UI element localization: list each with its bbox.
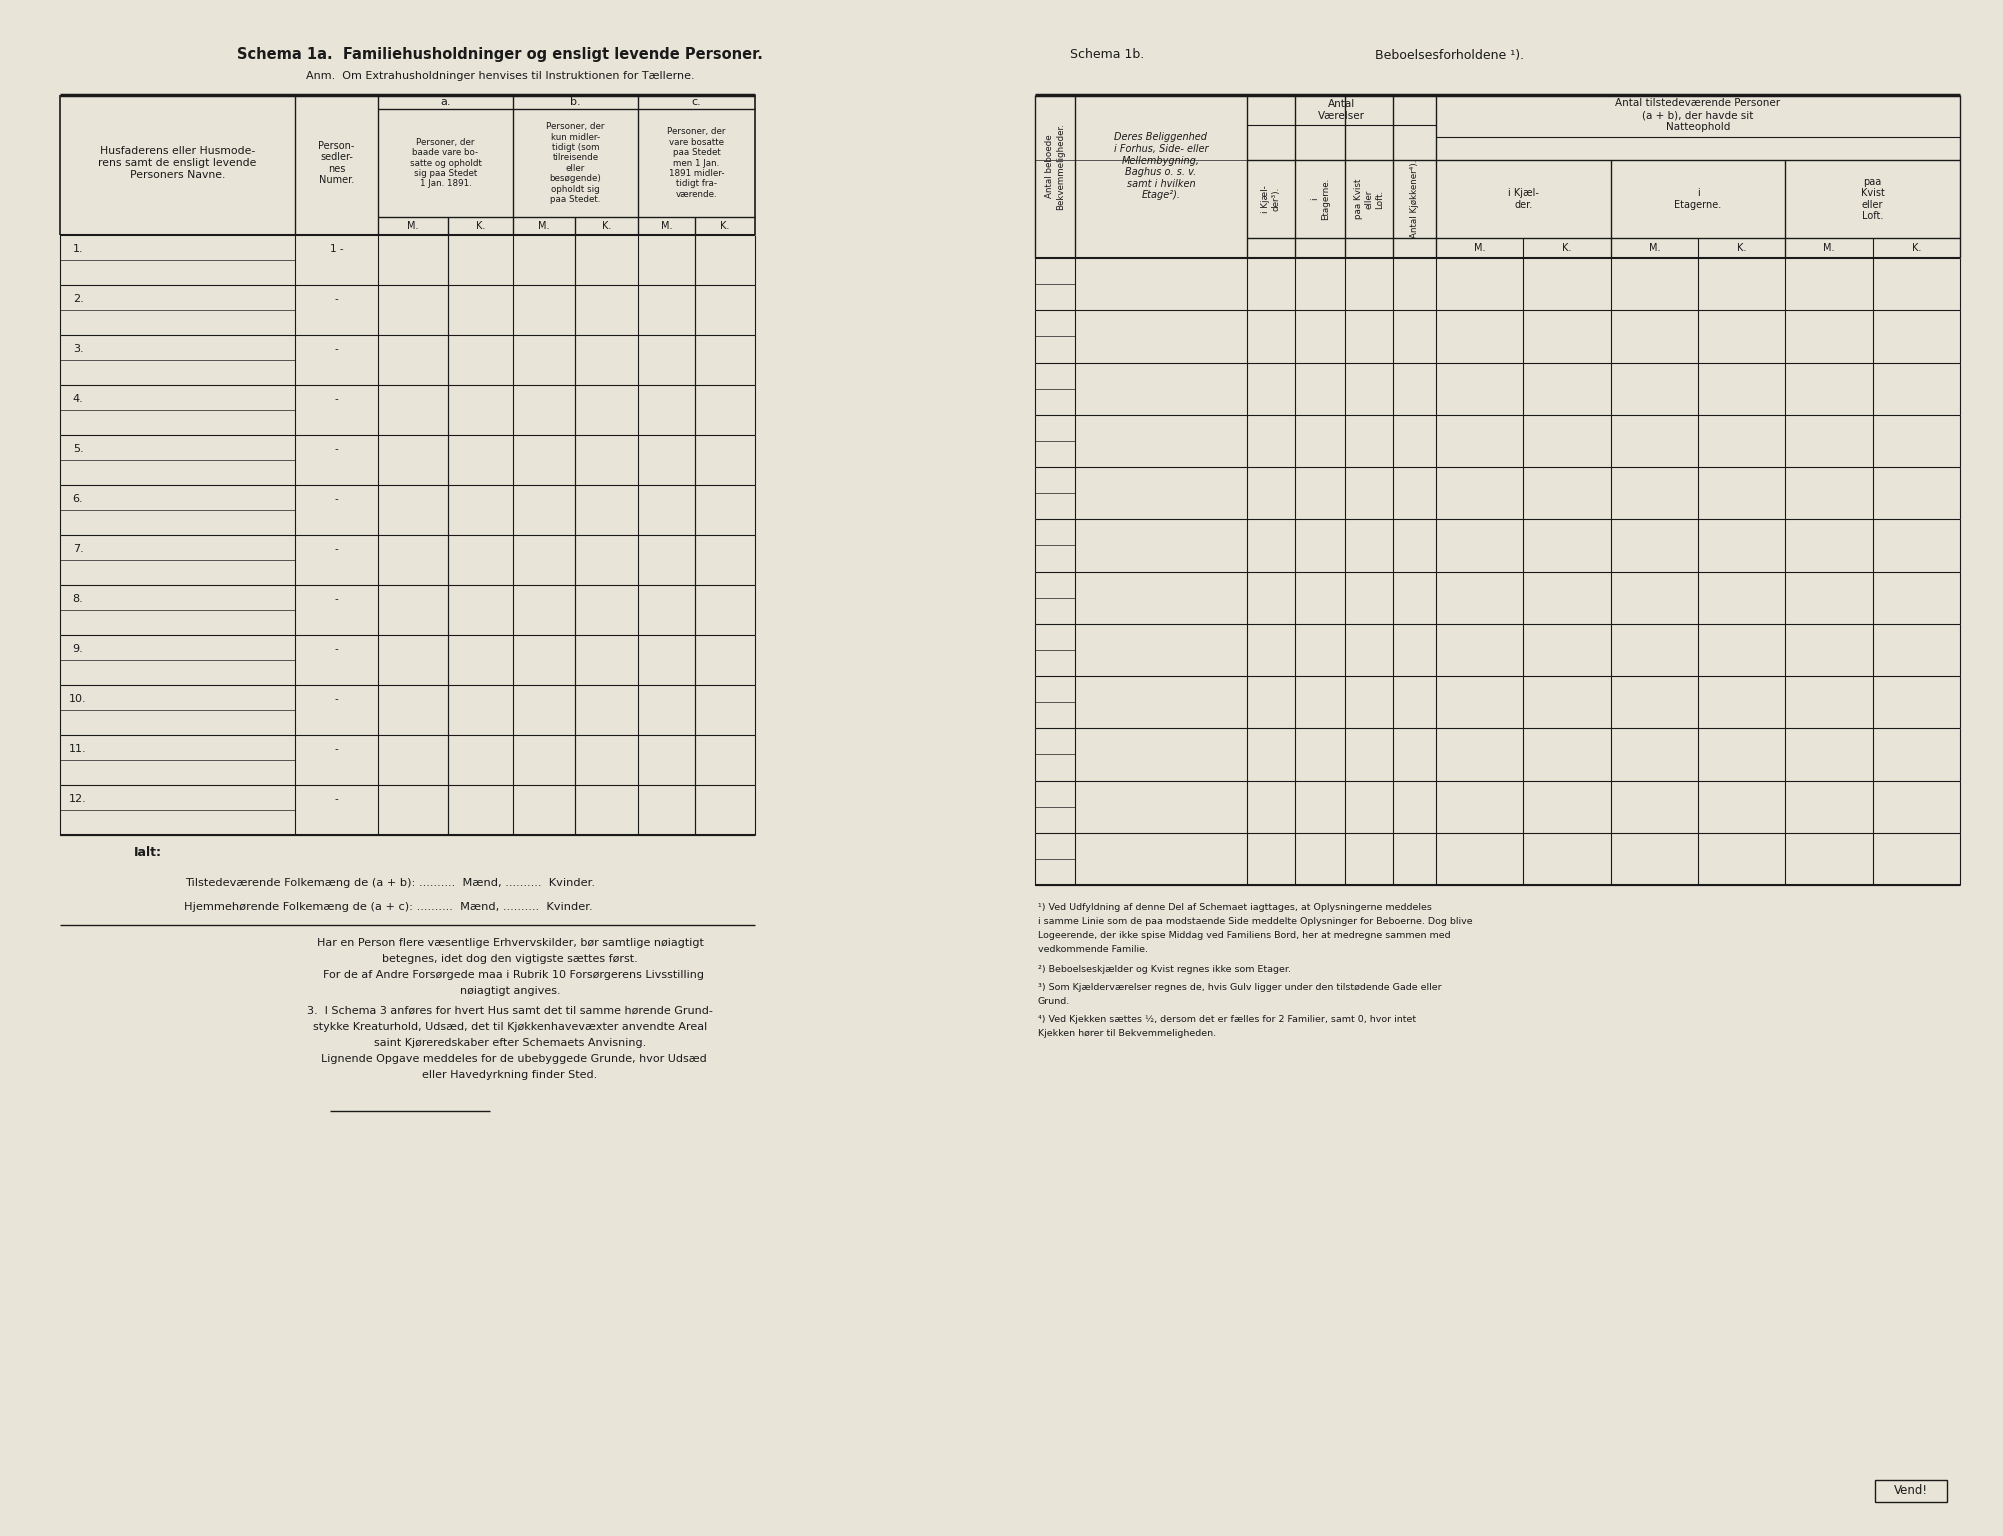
Text: 1 -: 1 - [330,244,343,253]
Text: K.: K. [1562,243,1572,253]
Text: M.: M. [1474,243,1486,253]
Text: ⁴) Ved Kjekken sættes ½, dersom det er fælles for 2 Familier, samt 0, hvor intet: ⁴) Ved Kjekken sættes ½, dersom det er f… [1038,1015,1416,1025]
Text: M.: M. [661,221,673,230]
Text: 1.: 1. [72,244,84,253]
Text: K.: K. [477,221,485,230]
Text: nøiagtigt angives.: nøiagtigt angives. [459,986,561,995]
Text: Vend!: Vend! [1895,1484,1929,1498]
Text: Lignende Opgave meddeles for de ubebyggede Grunde, hvor Udsæd: Lignende Opgave meddeles for de ubebygge… [314,1054,707,1064]
Text: 4.: 4. [72,395,84,404]
Text: eller Havedyrkning finder Sted.: eller Havedyrkning finder Sted. [423,1071,597,1080]
Text: ²) Beboelseskjælder og Kvist regnes ikke som Etager.: ²) Beboelseskjælder og Kvist regnes ikke… [1038,965,1292,974]
Text: M.: M. [407,221,419,230]
Text: -: - [335,395,339,404]
Text: i
Etagerne.: i Etagerne. [1310,178,1330,220]
Text: saint Kjøreredskaber efter Schemaets Anvisning.: saint Kjøreredskaber efter Schemaets Anv… [375,1038,647,1048]
Text: a.: a. [441,97,451,108]
Text: Deres Beliggenhed
i Forhus, Side- eller
Mellembygning,
Baghus o. s. v.
samt i hv: Deres Beliggenhed i Forhus, Side- eller … [1114,132,1208,201]
Text: M.: M. [1648,243,1660,253]
Text: Har en Person flere væsentlige Erhvervskilder, bør samtlige nøiagtigt: Har en Person flere væsentlige Erhvervsk… [316,938,703,948]
Text: -: - [335,594,339,604]
Text: 2.: 2. [72,293,84,304]
Text: i Kjæl-
der³).: i Kjæl- der³). [1262,186,1280,214]
Text: 10.: 10. [70,694,86,703]
Text: stykke Kreaturhold, Udsæd, det til Kjøkkenhavevæxter anvendte Areal: stykke Kreaturhold, Udsæd, det til Kjøkk… [312,1021,707,1032]
Text: 7.: 7. [72,544,84,554]
Text: Kjekken hører til Bekvemmeligheden.: Kjekken hører til Bekvemmeligheden. [1038,1029,1216,1038]
Text: paa Kvist
eller
Loft.: paa Kvist eller Loft. [1354,178,1384,220]
Text: -: - [335,344,339,353]
Text: Antal Kjøkkener⁴).: Antal Kjøkkener⁴). [1410,160,1418,238]
Text: -: - [335,293,339,304]
Text: -: - [335,444,339,455]
Text: 5.: 5. [72,444,84,455]
Text: Schema 1a.  Familiehusholdninger og ensligt levende Personer.: Schema 1a. Familiehusholdninger og ensli… [236,48,763,63]
Text: Personer, der
kun midler-
tidigt (som
tilreisende
eller
besøgende)
opholdt sig
p: Personer, der kun midler- tidigt (som ti… [547,121,605,204]
Text: -: - [335,794,339,803]
Text: 8.: 8. [72,594,84,604]
Text: -: - [335,743,339,754]
Bar [1875,1481,1947,1502]
Text: b.: b. [571,97,581,108]
Text: Anm.  Om Extrahusholdninger henvises til Instruktionen for Tællerne.: Anm. Om Extrahusholdninger henvises til … [306,71,695,81]
Text: vedkommende Familie.: vedkommende Familie. [1038,945,1148,954]
Text: Hjemmehørende Folkemæng de (a + c): ..........  Mænd, ..........  Kvinder.: Hjemmehørende Folkemæng de (a + c): ....… [184,902,593,912]
Text: c.: c. [691,97,701,108]
Text: paa
Kvist
eller
Loft.: paa Kvist eller Loft. [1861,177,1885,221]
Text: Husfaderens eller Husmode-
rens samt de ensligt levende
Personers Navne.: Husfaderens eller Husmode- rens samt de … [98,146,256,180]
Text: 3.: 3. [72,344,84,353]
Text: K.: K. [1911,243,1921,253]
Text: For de af Andre Forsørgede maa i Rubrik 10 Forsørgerens Livsstilling: For de af Andre Forsørgede maa i Rubrik … [316,971,703,980]
Text: 9.: 9. [72,644,84,654]
Text: Antal tilstedeværende Personer
(a + b), der havde sit
Natteophold: Antal tilstedeværende Personer (a + b), … [1616,98,1781,132]
Text: -: - [335,694,339,703]
Text: Ialt:: Ialt: [134,846,162,860]
Text: K.: K. [601,221,611,230]
Text: Logeerende, der ikke spise Middag ved Familiens Bord, her at medregne sammen med: Logeerende, der ikke spise Middag ved Fa… [1038,931,1450,940]
Text: K.: K. [1737,243,1747,253]
Text: i Kjæl-
der.: i Kjæl- der. [1508,189,1538,210]
Text: -: - [335,495,339,504]
Text: M.: M. [539,221,549,230]
Text: i samme Linie som de paa modstaende Side meddelte Oplysninger for Beboerne. Dog : i samme Linie som de paa modstaende Side… [1038,917,1472,926]
Text: Schema 1b.: Schema 1b. [1070,49,1144,61]
Text: Personer, der
vare bosatte
paa Stedet
men 1 Jan.
1891 midler-
tidigt fra-
værend: Personer, der vare bosatte paa Stedet me… [667,127,725,198]
Text: M.: M. [1823,243,1835,253]
Text: Tilstedeværende Folkemæng de (a + b): ..........  Mænd, ..........  Kvinder.: Tilstedeværende Folkemæng de (a + b): ..… [184,879,595,888]
Text: ¹) Ved Udfyldning af denne Del af Schemaet iagttages, at Oplysningerne meddeles: ¹) Ved Udfyldning af denne Del af Schema… [1038,903,1432,912]
Text: Antal
Værelser: Antal Værelser [1318,100,1364,121]
Text: -: - [335,544,339,554]
Text: betegnes, idet dog den vigtigste sættes først.: betegnes, idet dog den vigtigste sættes … [383,954,637,965]
Text: Antal beboede
Bekvemmeligheder.: Antal beboede Bekvemmeligheder. [1046,123,1066,210]
Text: Beboelsesforholdene ¹).: Beboelsesforholdene ¹). [1376,49,1524,61]
Text: Person-
sedler-
nes
Numer.: Person- sedler- nes Numer. [318,141,355,186]
Text: ³) Som Kjælderværelser regnes de, hvis Gulv ligger under den tilstødende Gade el: ³) Som Kjælderværelser regnes de, hvis G… [1038,983,1442,992]
Text: 12.: 12. [70,794,86,803]
Text: K.: K. [721,221,729,230]
Text: Grund.: Grund. [1038,997,1070,1006]
Text: 6.: 6. [72,495,84,504]
Text: 3.  I Schema 3 anføres for hvert Hus samt det til samme hørende Grund-: 3. I Schema 3 anføres for hvert Hus samt… [306,1006,713,1015]
Text: Personer, der
baade vare bo-
satte og opholdt
sig paa Stedet
1 Jan. 1891.: Personer, der baade vare bo- satte og op… [409,138,481,189]
Text: 11.: 11. [70,743,86,754]
Text: -: - [335,644,339,654]
Text: i
Etagerne.: i Etagerne. [1675,189,1723,210]
